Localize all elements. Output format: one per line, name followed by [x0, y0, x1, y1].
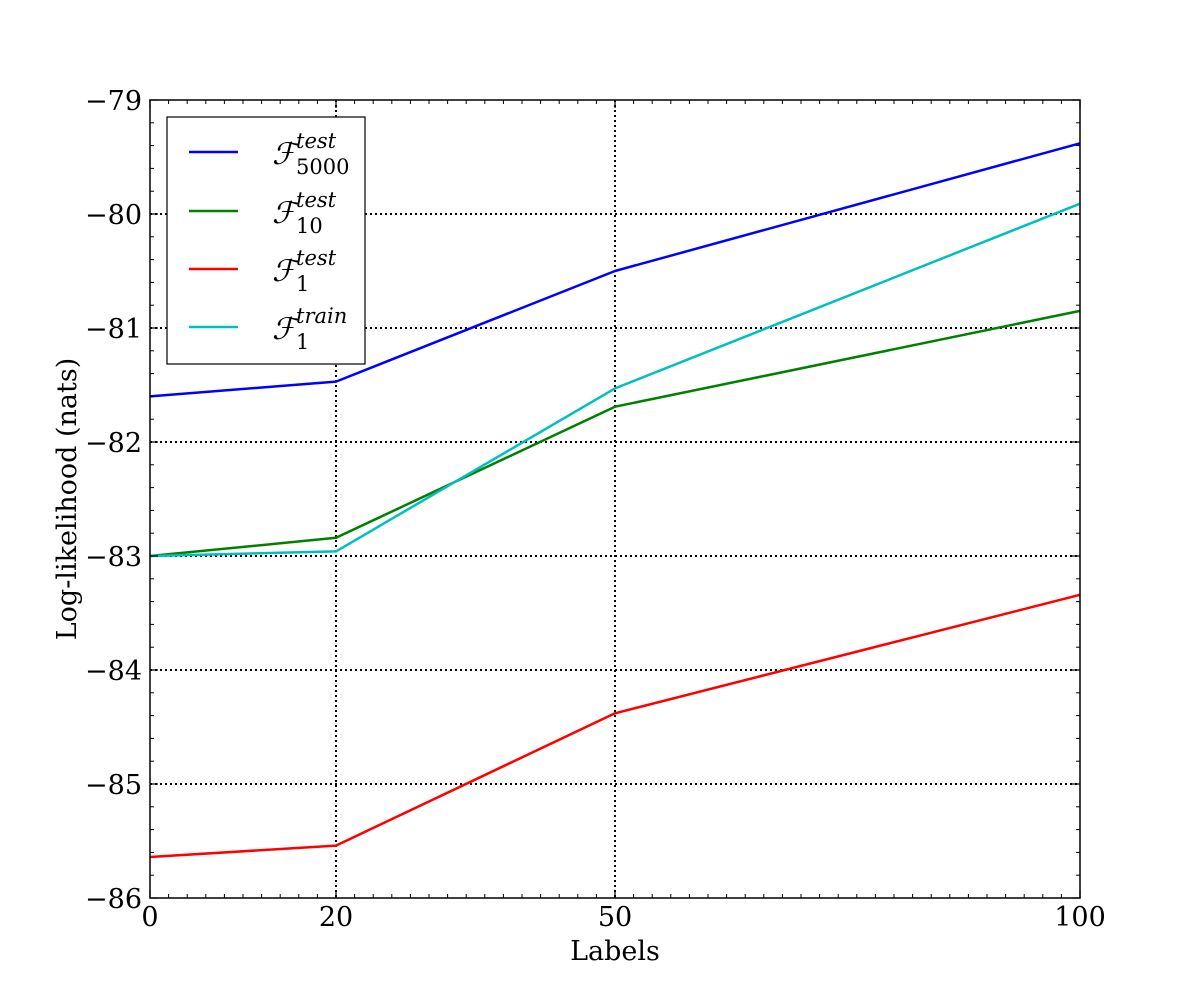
series-line-3: [149, 593, 1081, 859]
y-tick-labels: −86 −85 −84 −83 −82 −81 −80 −79: [85, 86, 142, 915]
y-tick-label: −84: [85, 656, 142, 687]
axis-ticks: [149, 99, 1081, 899]
y-tick-label: −79: [85, 86, 142, 117]
y-tick-label: −86: [85, 884, 142, 915]
series-line-2: [149, 309, 1081, 558]
legend-superscript: test: [296, 129, 337, 153]
x-tick-label: 0: [141, 902, 158, 933]
y-tick-label: −81: [85, 314, 142, 345]
legend-superscript: test: [296, 188, 337, 212]
series-line-1: [149, 142, 1081, 398]
legend-subscript: 1: [296, 330, 309, 354]
x-tick-label: 50: [598, 902, 632, 933]
x-tick-label: 20: [319, 902, 353, 933]
y-tick-label: −83: [85, 542, 142, 573]
legend-superscript: test: [296, 246, 337, 270]
series-lines: [149, 142, 1081, 859]
x-axis-label: Labels: [570, 936, 660, 967]
y-tick-label: −85: [85, 770, 142, 801]
x-tick-labels: 0 20 50 100: [141, 902, 1105, 933]
y-axis-label: Log-likelihood (nats): [52, 358, 83, 641]
legend-subscript: 5000: [296, 155, 349, 179]
legend-subscript: 1: [296, 272, 309, 296]
legend-box: [166, 116, 366, 365]
y-tick-label: −80: [85, 200, 142, 231]
y-tick-label: −82: [85, 428, 142, 459]
legend-subscript: 10: [296, 214, 323, 238]
series-line-4: [149, 202, 1081, 558]
x-tick-label: 100: [1054, 902, 1106, 933]
legend-superscript: train: [296, 304, 347, 328]
